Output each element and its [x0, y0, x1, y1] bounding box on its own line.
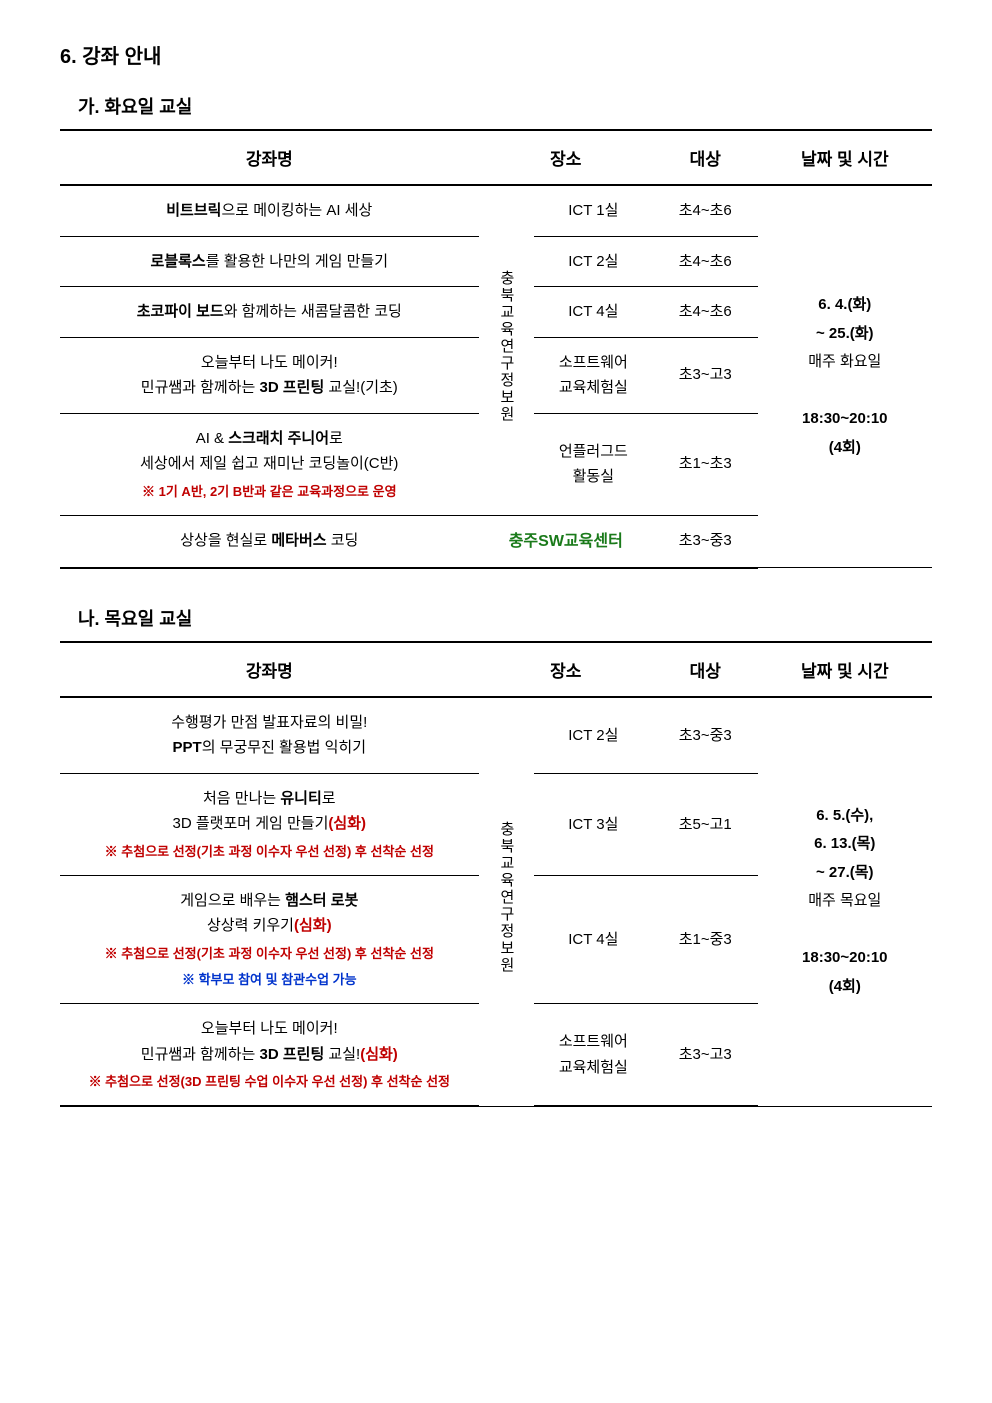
section-title: 6. 강좌 안내	[60, 40, 932, 69]
room-cell: 언플러그드활동실	[534, 413, 653, 515]
target-cell: 초4~초6	[653, 287, 758, 338]
header-place: 장소	[479, 642, 653, 697]
room-cell: ICT 1실	[534, 185, 653, 236]
room-cell: ICT 3실	[534, 773, 653, 875]
table-header-row: 강좌명 장소 대상 날짜 및 시간	[60, 642, 932, 697]
target-cell: 초5~고1	[653, 773, 758, 875]
target-cell: 초3~중3	[653, 697, 758, 774]
room-cell: 소프트웨어교육체험실	[534, 337, 653, 413]
datetime-cell: 6. 4.(화)~ 25.(화)매주 화요일18:30~20:10(4회)	[758, 185, 932, 568]
subsection-thursday: 나. 목요일 교실	[78, 605, 932, 631]
header-place: 장소	[479, 130, 653, 185]
subsection-tuesday: 가. 화요일 교실	[78, 93, 932, 119]
target-cell: 초3~고3	[653, 337, 758, 413]
course-name-cell: AI & 스크래치 주니어로세상에서 제일 쉽고 재미난 코딩놀이(C반)※ 1…	[60, 413, 479, 515]
target-cell: 초1~중3	[653, 875, 758, 1003]
thursday-table: 강좌명 장소 대상 날짜 및 시간 수행평가 만점 발표자료의 비밀!PPT의 …	[60, 641, 932, 1107]
location-vertical-cell: 충북교육연구정보원	[479, 185, 534, 515]
course-name-cell: 로블록스를 활용한 나만의 게임 만들기	[60, 236, 479, 287]
tuesday-table: 강좌명 장소 대상 날짜 및 시간 비트브릭으로 메이킹하는 AI 세상충북교육…	[60, 129, 932, 569]
room-cell: 충주SW교육센터	[479, 515, 653, 568]
room-cell: 소프트웨어교육체험실	[534, 1004, 653, 1107]
course-name-cell: 상상을 현실로 메타버스 코딩	[60, 515, 479, 568]
table-row: 수행평가 만점 발표자료의 비밀!PPT의 무궁무진 활용법 익히기충북교육연구…	[60, 697, 932, 774]
location-vertical-cell: 충북교육연구정보원	[479, 697, 534, 1106]
header-target: 대상	[653, 130, 758, 185]
course-name-cell: 오늘부터 나도 메이커!민규쌤과 함께하는 3D 프린팅 교실!(심화)※ 추첨…	[60, 1004, 479, 1107]
course-name-cell: 비트브릭으로 메이킹하는 AI 세상	[60, 185, 479, 236]
header-target: 대상	[653, 642, 758, 697]
room-cell: ICT 4실	[534, 875, 653, 1003]
table-header-row: 강좌명 장소 대상 날짜 및 시간	[60, 130, 932, 185]
room-cell: ICT 4실	[534, 287, 653, 338]
target-cell: 초4~초6	[653, 185, 758, 236]
header-datetime: 날짜 및 시간	[758, 130, 932, 185]
room-cell: ICT 2실	[534, 236, 653, 287]
target-cell: 초1~초3	[653, 413, 758, 515]
course-name-cell: 오늘부터 나도 메이커!민규쌤과 함께하는 3D 프린팅 교실!(기초)	[60, 337, 479, 413]
target-cell: 초3~중3	[653, 515, 758, 568]
header-datetime: 날짜 및 시간	[758, 642, 932, 697]
target-cell: 초4~초6	[653, 236, 758, 287]
datetime-cell: 6. 5.(수),6. 13.(목)~ 27.(목)매주 목요일18:30~20…	[758, 697, 932, 1106]
header-course: 강좌명	[60, 130, 479, 185]
target-cell: 초3~고3	[653, 1004, 758, 1107]
course-name-cell: 수행평가 만점 발표자료의 비밀!PPT의 무궁무진 활용법 익히기	[60, 697, 479, 774]
location-vertical: 충북교육연구정보원	[493, 270, 519, 423]
course-name-cell: 처음 만나는 유니티로3D 플랫포머 게임 만들기(심화)※ 추첨으로 선정(기…	[60, 773, 479, 875]
location-vertical: 충북교육연구정보원	[493, 821, 519, 974]
room-cell: ICT 2실	[534, 697, 653, 774]
header-course: 강좌명	[60, 642, 479, 697]
course-name-cell: 초코파이 보드와 함께하는 새콤달콤한 코딩	[60, 287, 479, 338]
table-row: 비트브릭으로 메이킹하는 AI 세상충북교육연구정보원ICT 1실초4~초66.…	[60, 185, 932, 236]
course-name-cell: 게임으로 배우는 햄스터 로봇상상력 키우기(심화)※ 추첨으로 선정(기초 과…	[60, 875, 479, 1003]
